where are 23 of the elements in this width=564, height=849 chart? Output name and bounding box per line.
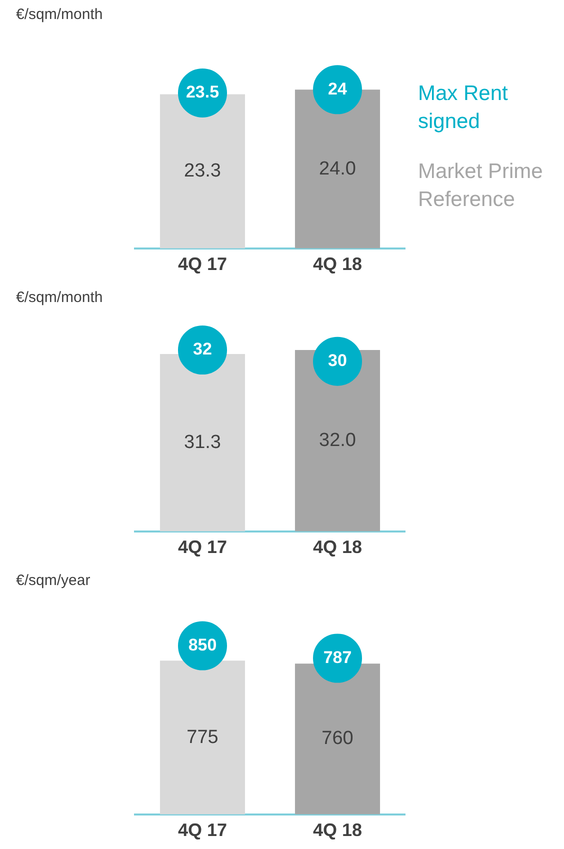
x-tick-label: 4Q 18 [312, 537, 362, 558]
x-tick-label: 4Q 17 [178, 820, 228, 840]
y-axis-title: €/sqm/year [16, 572, 90, 589]
x-tick-label: 4Q 17 [178, 537, 228, 558]
data-label: 850 [188, 635, 217, 654]
data-label: 760 [322, 728, 354, 750]
data-label: 31.3 [184, 432, 221, 453]
data-label: 32 [193, 340, 212, 359]
data-label: 24 [328, 79, 348, 98]
data-label: 23.5 [186, 82, 220, 102]
data-label: 30 [328, 351, 347, 370]
data-label: 32.0 [319, 430, 356, 451]
text: Max Rent signed [418, 81, 509, 135]
series-label: Market Prime Reference [418, 159, 544, 213]
data-label: 23.3 [184, 160, 221, 182]
y-axis-title: €/sqm/month [16, 6, 103, 23]
x-tick-label: 4Q 17 [178, 254, 228, 274]
data-label: 24.0 [319, 158, 356, 180]
data-label: 787 [323, 648, 352, 667]
x-tick-label: 4Q 18 [312, 820, 362, 840]
y-axis-title: €/sqm/month [16, 289, 103, 306]
x-tick-label: 4Q 18 [312, 254, 362, 274]
data-label: 775 [186, 726, 218, 748]
